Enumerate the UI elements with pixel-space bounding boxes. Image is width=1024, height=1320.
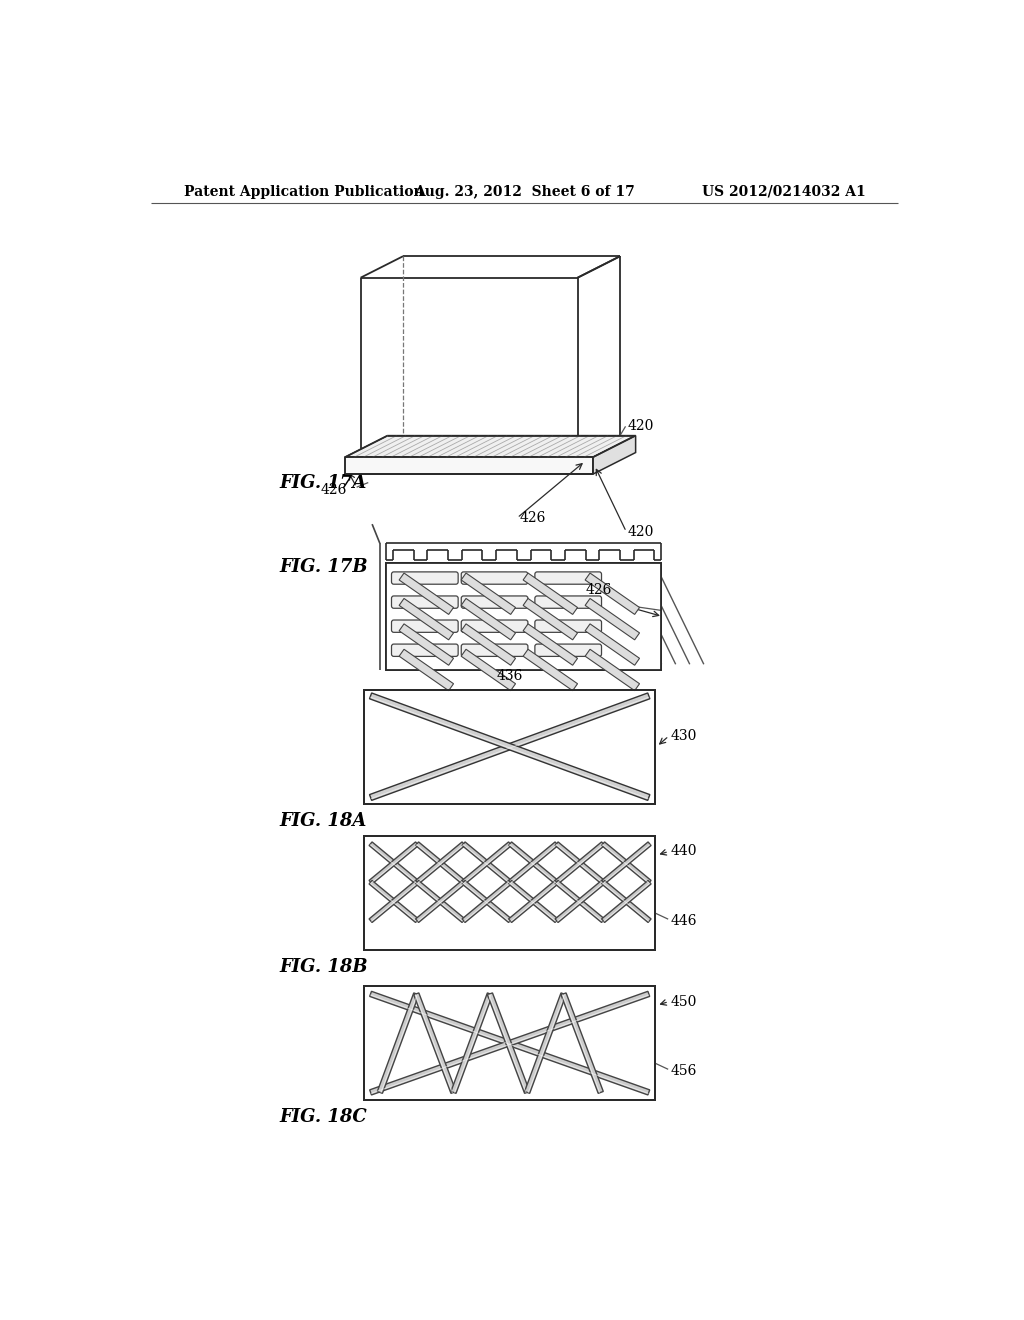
Polygon shape [585,573,640,614]
Polygon shape [462,880,512,923]
Polygon shape [487,993,529,1093]
Polygon shape [585,598,640,640]
Polygon shape [555,880,604,923]
Polygon shape [561,993,603,1093]
FancyBboxPatch shape [535,595,601,609]
Text: FIG. 18A: FIG. 18A [280,812,367,829]
Text: Patent Application Publication: Patent Application Publication [183,185,424,198]
Polygon shape [461,624,515,665]
Text: 446: 446 [671,913,697,928]
Polygon shape [585,624,640,665]
Polygon shape [509,842,558,884]
FancyBboxPatch shape [461,644,528,656]
Polygon shape [461,598,515,640]
Polygon shape [509,880,558,923]
Text: 430: 430 [671,729,697,743]
Polygon shape [416,880,465,923]
Polygon shape [377,993,419,1093]
FancyBboxPatch shape [461,595,528,609]
Polygon shape [345,436,636,457]
Text: 426: 426 [321,483,346,496]
Text: FIG. 17A: FIG. 17A [280,474,367,492]
Polygon shape [461,573,515,614]
Polygon shape [601,880,651,923]
Polygon shape [345,457,593,474]
Text: 456: 456 [671,1064,697,1078]
Polygon shape [369,842,419,884]
Text: 426: 426 [519,511,546,525]
Polygon shape [585,649,640,690]
Bar [386,562,662,671]
Bar [386,562,662,671]
Text: FIG. 17B: FIG. 17B [280,557,368,576]
Polygon shape [555,842,604,884]
Polygon shape [509,880,558,923]
Polygon shape [523,624,578,665]
FancyBboxPatch shape [461,572,528,585]
Polygon shape [462,842,512,884]
Polygon shape [523,573,578,614]
Polygon shape [601,880,651,923]
Text: US 2012/0214032 A1: US 2012/0214032 A1 [702,185,866,198]
Polygon shape [451,993,493,1093]
Bar [365,689,655,804]
Polygon shape [416,880,465,923]
Polygon shape [461,649,515,690]
Polygon shape [369,880,419,923]
Polygon shape [369,880,419,923]
Text: 436: 436 [496,669,522,682]
FancyBboxPatch shape [391,572,458,585]
Polygon shape [370,693,650,800]
Bar [365,836,655,950]
Polygon shape [399,598,454,640]
Polygon shape [369,842,419,884]
Polygon shape [399,573,454,614]
FancyBboxPatch shape [535,620,601,632]
FancyBboxPatch shape [461,620,528,632]
Polygon shape [555,842,604,884]
Polygon shape [555,880,604,923]
FancyBboxPatch shape [391,595,458,609]
Polygon shape [462,842,512,884]
FancyBboxPatch shape [535,644,601,656]
Text: FIG. 18B: FIG. 18B [280,958,368,975]
Polygon shape [416,842,465,884]
Text: 420: 420 [628,420,654,433]
FancyBboxPatch shape [391,620,458,632]
Polygon shape [523,649,578,690]
Polygon shape [370,991,649,1096]
Polygon shape [524,993,566,1093]
Text: 426: 426 [586,582,611,597]
Text: 420: 420 [628,525,654,539]
Polygon shape [601,842,651,884]
Text: FIG. 18C: FIG. 18C [280,1107,367,1126]
Text: Aug. 23, 2012  Sheet 6 of 17: Aug. 23, 2012 Sheet 6 of 17 [415,185,635,198]
Bar [365,689,655,804]
Polygon shape [462,880,512,923]
Bar [386,562,662,671]
Text: 440: 440 [671,845,697,858]
Polygon shape [601,842,651,884]
Polygon shape [523,598,578,640]
Bar [365,986,655,1100]
FancyBboxPatch shape [535,572,601,585]
Polygon shape [370,693,650,800]
Bar [365,836,655,950]
Polygon shape [593,436,636,474]
Polygon shape [509,842,558,884]
Polygon shape [414,993,456,1093]
Polygon shape [399,649,454,690]
FancyBboxPatch shape [391,644,458,656]
Polygon shape [416,842,465,884]
Text: 450: 450 [671,994,697,1008]
Polygon shape [370,991,649,1096]
Polygon shape [399,624,454,665]
Bar [365,986,655,1100]
